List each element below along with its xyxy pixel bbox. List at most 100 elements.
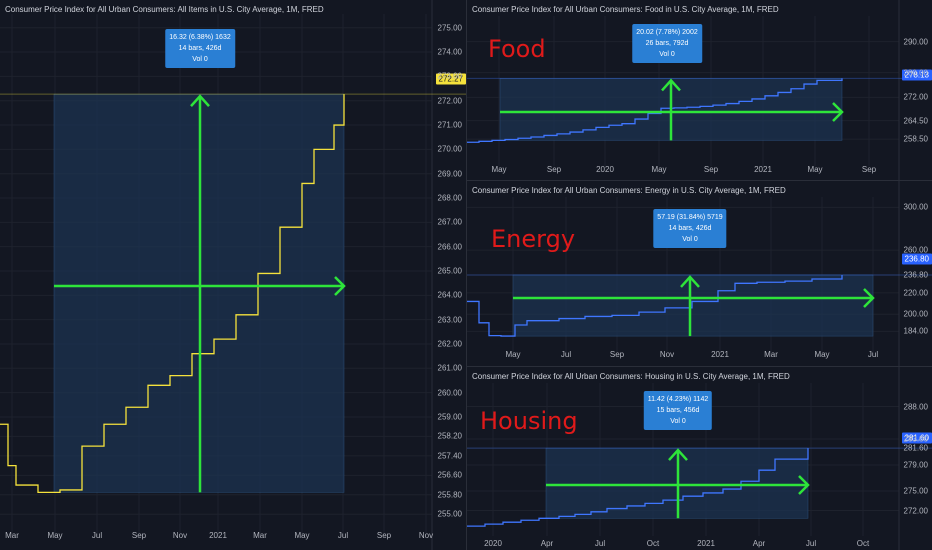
x-tick-label: 2021 — [754, 165, 772, 174]
x-tick-label: Nov — [418, 531, 434, 540]
measure-change: 57.19 (31.84%) 5719 — [657, 214, 723, 221]
x-tick-label: Sep — [376, 531, 392, 540]
x-tick-label: May — [807, 165, 823, 174]
measure-change: 11.42 (4.23%) 1142 — [647, 396, 709, 403]
y-tick-label: 256.60 — [437, 470, 462, 480]
y-tick-label: 267.00 — [437, 217, 462, 227]
measure-info-box: 20.02 (7.78%) 2002 26 bars, 792d Vol 0 — [632, 24, 702, 63]
pane-divider-horizontal[interactable] — [467, 366, 932, 367]
y-tick-label: 266.00 — [437, 242, 462, 252]
chart-pane-all-items[interactable]: Consumer Price Index for All Urban Consu… — [0, 0, 466, 550]
measure-info-box: 57.19 (31.84%) 5719 14 bars, 426d Vol 0 — [653, 209, 727, 248]
x-tick-label: Sep — [609, 350, 625, 359]
x-tick-label: Nov — [659, 350, 675, 359]
y-tick-label: 261.00 — [437, 363, 462, 373]
x-tick-label: May — [651, 165, 667, 174]
arrow-horizontal-head — [798, 475, 810, 495]
y-tick-label: 263.00 — [437, 315, 462, 325]
y-tick-label: 275.00 — [437, 23, 462, 33]
y-tick-label: 220.00 — [903, 288, 928, 298]
series-line — [467, 448, 809, 527]
measure-bars: 14 bars, 426d — [668, 225, 712, 232]
chart-canvas-all-items[interactable] — [0, 0, 466, 550]
last-price-tag: 272.27 — [435, 73, 466, 85]
y-tick-label: 270.00 — [437, 144, 462, 154]
arrow-vertical-head — [680, 275, 700, 288]
x-tick-label: 2020 — [484, 539, 502, 548]
y-tick-label: 281.60 — [903, 443, 928, 453]
pane-divider-horizontal[interactable] — [467, 180, 932, 181]
chart-canvas-food[interactable] — [467, 0, 932, 180]
arrow-horizontal-head — [863, 288, 875, 308]
measure-range-box — [512, 274, 874, 337]
x-tick-label: 2021 — [711, 350, 729, 359]
x-tick-label: Mar — [5, 531, 19, 540]
y-tick-label: 265.00 — [437, 266, 462, 276]
arrow-vertical-head — [190, 94, 210, 107]
arrow-horizontal-head — [832, 102, 844, 122]
y-tick-label: 184.00 — [903, 326, 928, 336]
pane-title: Consumer Price Index for All Urban Consu… — [472, 5, 779, 14]
x-tick-label: May — [294, 531, 310, 540]
annotation-energy: Energy — [491, 225, 576, 253]
series-line — [467, 78, 843, 143]
y-tick-label: 269.00 — [437, 169, 462, 179]
last-price-tag: 236.80 — [901, 253, 932, 265]
measure-bars: 14 bars, 426d — [178, 45, 222, 52]
y-tick-label: 268.00 — [437, 193, 462, 203]
x-tick-label: May — [491, 165, 507, 174]
last-price-tag: 281.60 — [901, 432, 932, 444]
x-tick-label: May — [814, 350, 830, 359]
x-tick-label: May — [505, 350, 521, 359]
arrow-horizontal-head — [334, 276, 346, 296]
annotation-food: Food — [488, 35, 546, 63]
y-tick-label: 280.00 — [903, 68, 928, 78]
x-tick-label: Sep — [131, 531, 147, 540]
x-tick-label: Sep — [703, 165, 719, 174]
measure-change: 20.02 (7.78%) 2002 — [636, 29, 698, 36]
y-tick-label: 200.00 — [903, 309, 928, 319]
chart-canvas-housing[interactable] — [467, 367, 932, 550]
y-tick-label: 260.00 — [437, 388, 462, 398]
x-tick-label: Sep — [861, 165, 877, 174]
measure-bars: 26 bars, 792d — [645, 40, 689, 47]
chart-pane-housing[interactable]: Consumer Price Index for All Urban Consu… — [467, 367, 932, 550]
x-tick-label: Oct — [856, 539, 870, 548]
y-tick-label: 300.00 — [903, 202, 928, 212]
measure-change: 16.32 (6.38%) 1632 — [169, 34, 231, 41]
y-tick-label: 257.40 — [437, 451, 462, 461]
pane-title: Consumer Price Index for All Urban Consu… — [472, 372, 790, 381]
y-tick-label: 259.00 — [437, 412, 462, 422]
chart-pane-energy[interactable]: Consumer Price Index for All Urban Consu… — [467, 181, 932, 366]
y-tick-label: 271.00 — [437, 120, 462, 130]
x-tick-label: 2021 — [697, 539, 715, 548]
series-line — [467, 274, 843, 337]
last-price-tag: 278.13 — [901, 69, 932, 81]
chart-canvas-energy[interactable] — [467, 181, 932, 366]
y-tick-label: 274.00 — [437, 47, 462, 57]
y-tick-label: 264.50 — [903, 116, 928, 126]
y-tick-label: 290.00 — [903, 37, 928, 47]
pane-title: Consumer Price Index for All Urban Consu… — [472, 186, 786, 195]
y-tick-label: 272.00 — [437, 96, 462, 106]
measure-info-box: 11.42 (4.23%) 1142 15 bars, 456d Vol 0 — [643, 391, 713, 430]
y-tick-label: 273.00 — [437, 71, 462, 81]
x-tick-label: 2020 — [596, 165, 614, 174]
pane-divider-vertical[interactable] — [466, 0, 467, 550]
x-tick-label: Oct — [646, 539, 660, 548]
y-tick-label: 272.00 — [903, 506, 928, 515]
y-tick-label: 258.20 — [437, 431, 462, 441]
x-tick-label: Apr — [752, 539, 766, 548]
y-tick-label: 258.50 — [903, 134, 928, 144]
arrow-vertical-head — [661, 78, 681, 92]
measure-info-box: 16.32 (6.38%) 1632 14 bars, 426d Vol 0 — [165, 29, 235, 68]
chart-pane-food[interactable]: Consumer Price Index for All Urban Consu… — [467, 0, 932, 180]
x-tick-label: Mar — [764, 350, 778, 359]
series-line — [0, 94, 345, 494]
x-tick-label: Mar — [253, 531, 267, 540]
x-tick-label: Jul — [805, 539, 817, 548]
x-tick-label: Sep — [546, 165, 562, 174]
y-tick-label: 255.80 — [437, 490, 462, 500]
x-tick-label: Jul — [91, 531, 103, 540]
x-tick-label: Jul — [867, 350, 879, 359]
